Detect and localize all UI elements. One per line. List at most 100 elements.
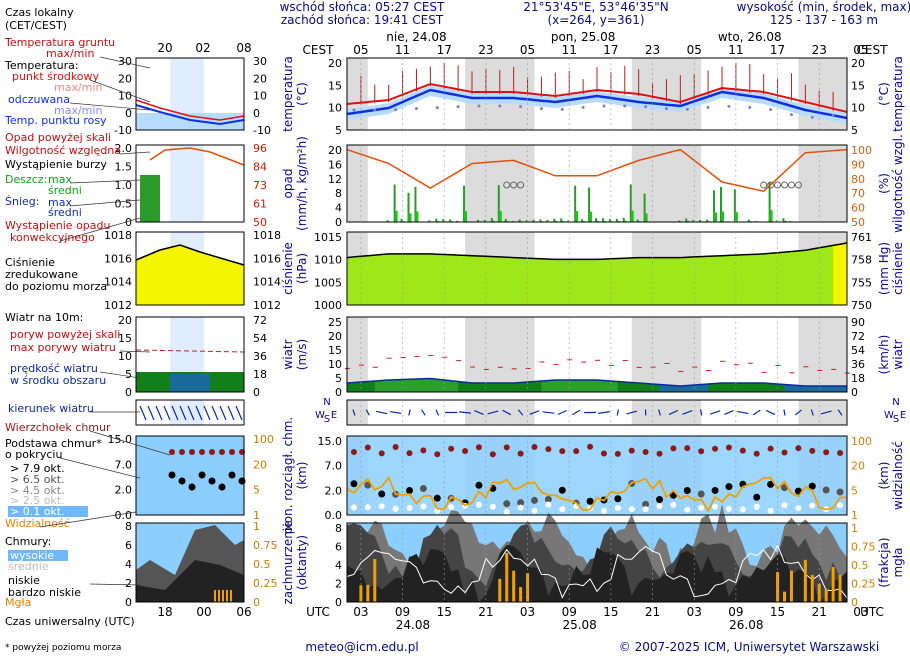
storm-marker: [781, 181, 788, 189]
pressure-area: [347, 242, 847, 305]
legend-very-low-clouds: bardzo niskie: [8, 586, 81, 599]
rain-max-bar: [560, 218, 563, 222]
cloud-base-tick: 2.0: [325, 484, 343, 497]
mini-wind-arrow: [179, 405, 187, 421]
mini-panel-frame: [135, 144, 245, 223]
wind-speed-area: [437, 379, 445, 392]
cloud-low-dot: [392, 505, 399, 512]
rain-mean-bar: [589, 211, 593, 222]
rain-max-bar: [400, 218, 403, 222]
cloud-low-dot: [503, 508, 510, 515]
footer-email: meteo@icm.edu.pl: [305, 640, 418, 654]
wind-speed-area: [555, 380, 563, 392]
fog-bar: [789, 570, 793, 602]
legend-middle-clouds: średnie: [8, 560, 49, 573]
legend-felt: odczuwana: [8, 93, 70, 106]
compass-letter-right: W: [884, 410, 894, 421]
rain-max-bar: [588, 187, 591, 222]
wind-kmh-tick: 36: [851, 358, 865, 371]
legend-cloud-base2: o pokryciu: [5, 448, 62, 461]
mini-panel-frame: [135, 522, 245, 603]
night-band: [798, 317, 847, 392]
compass-letter-right: S: [893, 414, 899, 425]
day-label: pon, 25.08: [551, 30, 616, 44]
cloud-base-dot: [558, 486, 566, 494]
cloud-top-dot: [739, 447, 746, 454]
rain-max-bar: [407, 192, 410, 222]
mini-panel-frame: [135, 316, 245, 393]
wind-speed-area: [506, 383, 515, 392]
legend-local-time: Czas lokalny: [5, 6, 74, 19]
fog-fraction-tick: 0: [851, 596, 858, 609]
rain-max-bar: [428, 220, 431, 222]
mini-local-hour: 08: [236, 41, 251, 55]
cloud-low-dot: [767, 507, 774, 514]
wind-speed-area: [485, 383, 494, 392]
wind-direction-arrow: [682, 410, 693, 415]
temp-tick: 5: [335, 124, 342, 137]
wind-direction-arrow: [474, 410, 484, 415]
cloud-low-dot: [406, 504, 413, 511]
fog-title: mgła: [891, 547, 905, 577]
cloud-top-dot: [434, 451, 441, 458]
wind-kmh-tick: 54: [851, 344, 865, 357]
mini-cloud-top-dot: [199, 449, 205, 455]
wind-speed-area: [756, 383, 765, 392]
legend-okt-79: > 7.9 okt.: [10, 462, 65, 475]
cloud-top-dot: [698, 448, 705, 455]
cloud-low-dot: [489, 503, 496, 510]
wind-speed-area: [478, 383, 487, 392]
wind-direction-arrow: [365, 409, 370, 416]
mini-wind-tick: 15: [118, 332, 132, 345]
wind-kmh-tick: 90: [851, 316, 865, 329]
wind-speed-area: [715, 383, 723, 392]
cloud-low-dot: [739, 506, 746, 513]
dew-point-dot: [477, 104, 481, 108]
mini-temp-tick-right: 20: [253, 72, 267, 85]
mini-humidity-tick: 84: [253, 161, 267, 174]
wind-speed-area: [513, 383, 522, 392]
mini-temp-line: [135, 99, 245, 121]
mini-felt-line: [135, 104, 245, 126]
legend-wind10: Wiatr na 10m:: [5, 311, 83, 324]
mini-cb-tick: 2.0: [115, 484, 133, 497]
wind-speed-line: [346, 377, 847, 387]
felt-temp-line: [346, 88, 848, 120]
wind-direction-arrow: [421, 409, 426, 416]
dew-point-dot: [498, 104, 502, 108]
utc-label-right: UTC: [860, 605, 884, 619]
cloud-base-dot: [822, 486, 830, 494]
pressure-unit: (hPa): [295, 253, 309, 284]
cloud-top-dot: [420, 447, 427, 454]
wind-speed-area: [742, 383, 751, 392]
mini-humidity-tick: 96: [253, 142, 267, 155]
cloud-top-dot: [573, 448, 580, 455]
precip-tick: 8: [335, 187, 342, 200]
legend-storm: Wystąpienie burzy: [5, 158, 107, 171]
wind-direction-arrow: [517, 409, 524, 416]
fog-bar: [526, 573, 530, 602]
legend-humidity: Wilgotność względna: [5, 144, 121, 157]
wind-speed-area: [534, 381, 542, 392]
cloud-top-dot: [364, 444, 371, 451]
utc-hour-tick: 09: [395, 605, 410, 619]
mini-precip-tick: 0: [125, 216, 132, 229]
mini-cloud-base-dot: [228, 471, 236, 479]
cloud-top-dot: [656, 450, 663, 457]
rain-max-bar: [608, 218, 611, 222]
humidity-title: wilgotność wzgl.: [891, 134, 905, 233]
temp-tick: 10: [328, 102, 342, 115]
wind-direction-arrow: [616, 409, 619, 416]
mini-pressure-tick-right: 1016: [253, 252, 281, 265]
legend-dew-point: Temp. punktu rosy: [4, 114, 107, 127]
mini-wind-kmh-tick: 36: [253, 350, 267, 363]
wind-speed-area: [541, 381, 549, 392]
wind-speed-area: [777, 384, 785, 392]
legend-leader-line: [89, 430, 171, 456]
day-label: nie, 24.08: [386, 30, 446, 44]
mini-fog-tick: 0.5: [253, 558, 271, 571]
wind-speed-area: [694, 385, 702, 392]
cloud-top-dot: [587, 443, 594, 450]
legend-rain-max: max: [48, 173, 72, 186]
rain-mean-bar: [491, 220, 495, 222]
